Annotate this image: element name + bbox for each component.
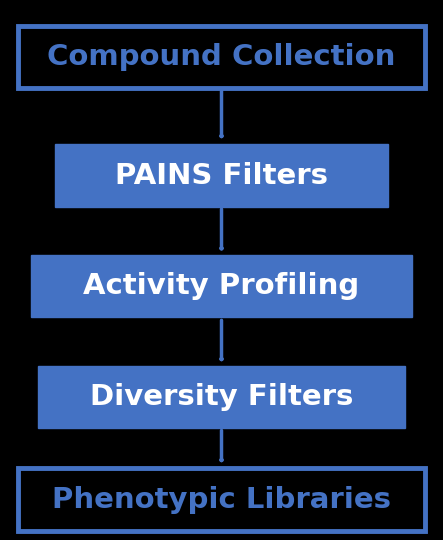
- FancyBboxPatch shape: [18, 25, 425, 87]
- FancyBboxPatch shape: [31, 255, 412, 317]
- Text: Phenotypic Libraries: Phenotypic Libraries: [52, 485, 391, 514]
- Text: Activity Profiling: Activity Profiling: [83, 272, 360, 300]
- FancyBboxPatch shape: [18, 468, 425, 530]
- Text: PAINS Filters: PAINS Filters: [115, 161, 328, 190]
- Text: Compound Collection: Compound Collection: [47, 43, 396, 71]
- Text: Diversity Filters: Diversity Filters: [90, 383, 353, 411]
- FancyBboxPatch shape: [55, 144, 388, 206]
- FancyBboxPatch shape: [38, 366, 405, 428]
